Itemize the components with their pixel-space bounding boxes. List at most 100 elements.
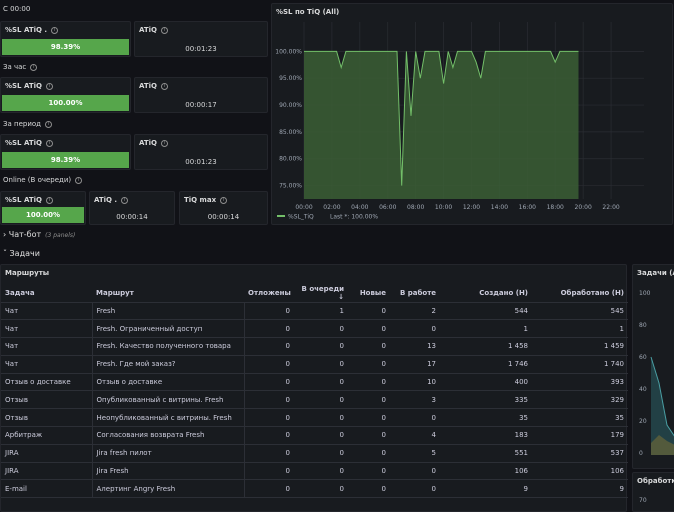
x-tick-label: 06:00 xyxy=(379,204,396,211)
col-route[interactable]: Маршрут xyxy=(92,285,244,303)
sl-tiq-graph-panel: %SL по TiQ (All) 100.00% 95.00% 90.00% 85.0… xyxy=(271,3,673,225)
sl-value-bar: 100.00% xyxy=(2,95,129,111)
info-icon[interactable]: i xyxy=(51,26,59,34)
table-row[interactable]: Чат Fresh. Качество полученного товара 0 0 0… xyxy=(1,337,628,356)
sl-tiq-line xyxy=(304,50,579,186)
graph-title: %SL по TiQ (All) xyxy=(276,8,340,16)
table-cell: 0 xyxy=(348,302,390,321)
row-chatbot[interactable]: › Чат-бот (3 panels) xyxy=(3,230,76,239)
tasks-all-panel: Задачи (All 100 80 60 40 20 0 xyxy=(632,264,674,469)
info-icon[interactable]: i xyxy=(121,196,129,204)
table-cell: Отзыв о доставке xyxy=(92,373,245,392)
y-tick-label: 90.00% xyxy=(279,102,302,109)
col-deferred[interactable]: Отложены xyxy=(244,285,294,303)
table-cell: 0 xyxy=(390,462,440,481)
table-row[interactable]: Отзыв Опубликованный с витрины. Fresh 0 0 0 3… xyxy=(1,390,628,410)
info-icon[interactable]: i xyxy=(45,120,53,128)
sort-desc-icon: ↓ xyxy=(338,293,344,302)
table-cell: 1 xyxy=(440,319,532,339)
table-cell: Jira fresh пилот xyxy=(92,444,245,463)
col-processed[interactable]: Обработано (Н) xyxy=(532,285,628,303)
col-in-queue[interactable]: В очереди ↓ xyxy=(294,285,348,303)
table-cell: Fresh. Ограниченный доступ xyxy=(92,319,245,339)
table-cell: 0 xyxy=(348,373,390,392)
info-icon[interactable]: i xyxy=(161,82,168,90)
info-icon[interactable]: i xyxy=(45,196,53,204)
info-icon[interactable]: i xyxy=(75,176,83,184)
table-cell: 0 xyxy=(294,462,348,481)
table-cell: 545 xyxy=(532,302,628,321)
table-cell: 0 xyxy=(244,319,294,339)
panel-title: ATiQ xyxy=(139,26,157,34)
atiq-value: 00:01:23 xyxy=(185,158,217,166)
info-icon[interactable]: i xyxy=(30,63,38,71)
table-cell: Арбитраж xyxy=(1,426,93,445)
col-task[interactable]: Задача xyxy=(1,285,92,303)
col-new[interactable]: Новые xyxy=(348,285,390,303)
panel-title: ATiQ . xyxy=(94,196,118,204)
table-cell: 393 xyxy=(532,373,628,392)
col-in-work[interactable]: В работе xyxy=(390,285,440,303)
table-cell: Jira Fresh xyxy=(92,462,245,481)
x-tick-label: 10:00 xyxy=(435,204,452,211)
side-y-tick-label: 20 xyxy=(639,418,647,425)
table-cell: 106 xyxy=(532,462,628,481)
table-row[interactable]: Отзыв Неопубликованный с витрины. Fresh 0 0… xyxy=(1,408,628,428)
legend-last-value: Last *: 100.00% xyxy=(330,214,378,221)
atiq-hour-panel: ATiQ i 00:00:17 xyxy=(134,77,268,113)
table-cell: 0 xyxy=(294,444,348,463)
table-row[interactable]: JIRA Jira Fresh 0 0 0 0 106 106 xyxy=(1,462,628,481)
table-row[interactable]: Арбитраж Согласования возврата Fresh 0 0 0 4 1… xyxy=(1,426,628,445)
table-cell: 2 xyxy=(390,302,440,321)
table-cell: 183 xyxy=(440,426,532,445)
side-y-tick-label: 0 xyxy=(639,450,643,457)
x-tick-label: 22:00 xyxy=(602,204,619,211)
table-row[interactable]: JIRA Jira fresh пилот 0 0 0 5 551 537 xyxy=(1,444,628,463)
info-icon[interactable]: i xyxy=(161,139,168,147)
table-cell: 0 xyxy=(244,355,294,374)
table-cell: 35 xyxy=(532,408,628,428)
table-cell: 0 xyxy=(348,408,390,428)
table-cell: 1 740 xyxy=(532,355,628,374)
table-cell: 0 xyxy=(244,373,294,392)
table-cell: Отзыв xyxy=(1,390,93,410)
sl-value-bar: 100.00% xyxy=(2,207,84,223)
table-cell: 0 xyxy=(390,408,440,428)
table-row[interactable]: E-mail Алертинг Angry Fresh 0 0 0 0 9 9 xyxy=(1,479,628,499)
table-cell: 537 xyxy=(532,444,628,463)
legend-series[interactable]: %SL_TiQ xyxy=(288,214,314,221)
table-cell: 0 xyxy=(348,462,390,481)
atiq-value: 00:00:17 xyxy=(185,101,217,109)
table-cell: 5 xyxy=(390,444,440,463)
table-cell: 0 xyxy=(390,319,440,339)
table-cell: Fresh. Где мой заказ? xyxy=(92,355,245,374)
col-created[interactable]: Создано (Н) xyxy=(440,285,532,303)
panel-title: %SL ATiQ . xyxy=(5,26,48,34)
tasks-series-area xyxy=(651,357,674,455)
info-icon[interactable]: i xyxy=(161,26,168,34)
table-row[interactable]: Чат Fresh. Где мой заказ? 0 0 0 17 1 746 1 740 xyxy=(1,355,628,374)
info-icon[interactable]: i xyxy=(45,139,53,147)
sl-value-bar: 98.39% xyxy=(2,39,129,55)
table-cell: Отзыв xyxy=(1,408,93,428)
x-tick-label: 16:00 xyxy=(519,204,536,211)
tasks-all-chart: 100 80 60 40 20 0 xyxy=(639,290,674,457)
info-icon[interactable]: i xyxy=(220,196,228,204)
panel-title: ATiQ xyxy=(139,82,157,90)
sl-atiq-online-panel: %SL ATiQ i 100.00% xyxy=(0,191,86,225)
processed-tick: 70 xyxy=(639,497,647,504)
table-row[interactable]: Чат Fresh 0 1 0 2 544 545 xyxy=(1,302,628,321)
sl-atiq-period-panel: %SL ATiQ i 98.39% xyxy=(0,134,131,170)
table-cell: 13 xyxy=(390,337,440,356)
table-cell: Fresh xyxy=(92,302,245,321)
table-cell: E-mail xyxy=(1,479,93,499)
row-tasks[interactable]: ˇ Задачи xyxy=(3,249,40,258)
y-tick-label: 75.00% xyxy=(279,183,302,190)
atiq-period-panel: ATiQ i 00:01:23 xyxy=(134,134,268,170)
routes-panel: Маршруты Задача Маршрут Отложены В очере… xyxy=(0,264,628,512)
table-row[interactable]: Отзыв о доставке Отзыв о доставке 0 0 0 10 400… xyxy=(1,373,628,392)
table-cell: 0 xyxy=(390,479,440,499)
table-row[interactable]: Чат Fresh. Ограниченный доступ 0 0 0 0 1 1 xyxy=(1,319,628,339)
info-icon[interactable]: i xyxy=(45,82,53,90)
table-cell: 9 xyxy=(532,479,628,499)
